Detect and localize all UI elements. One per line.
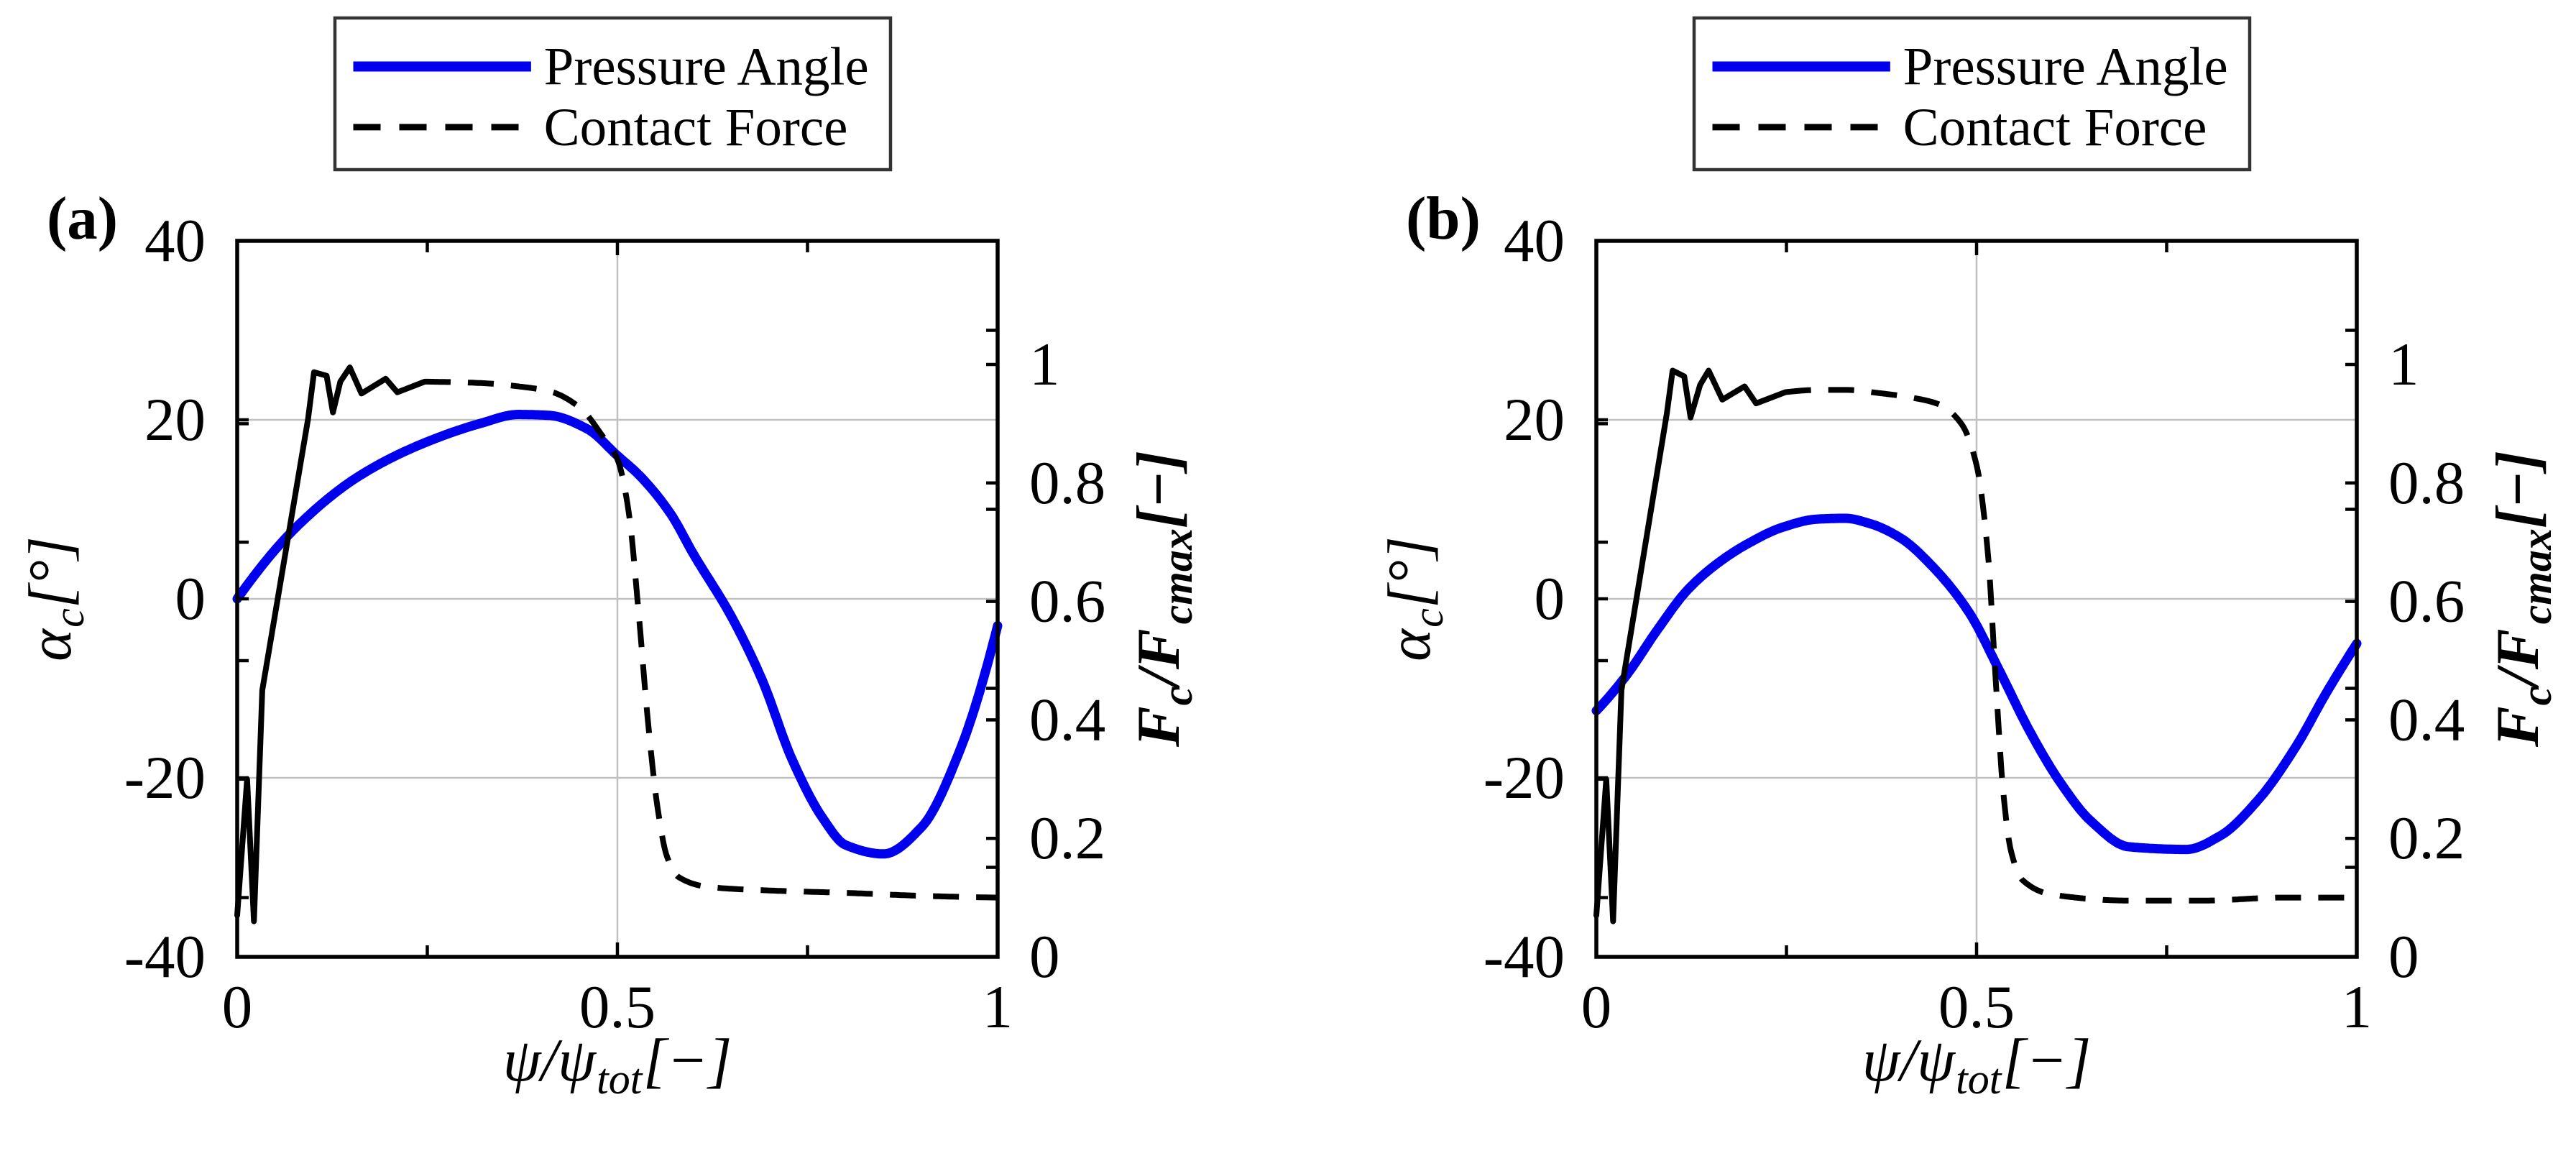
svg-text:(b): (b)	[1406, 185, 1481, 252]
svg-text:/F: /F	[2484, 628, 2552, 690]
svg-text:0.8: 0.8	[2388, 449, 2465, 517]
svg-text:[°]: [°]	[1376, 536, 1443, 608]
svg-text:cmax: cmax	[2513, 528, 2560, 624]
svg-text:c: c	[2513, 687, 2560, 706]
svg-text:1: 1	[983, 973, 1013, 1041]
svg-text:[−]: [−]	[2484, 451, 2552, 528]
svg-text:1: 1	[2388, 331, 2419, 398]
svg-text:[−]: [−]	[1125, 451, 1192, 528]
svg-text:20: 20	[144, 386, 206, 454]
svg-text:ψ/ψ: ψ/ψ	[503, 1027, 597, 1094]
svg-text:/F: /F	[1125, 628, 1192, 690]
svg-text:0: 0	[175, 565, 206, 633]
svg-text:[−]: [−]	[643, 1027, 732, 1094]
svg-text:-40: -40	[1484, 923, 1565, 991]
svg-text:40: 40	[1504, 207, 1565, 275]
svg-text:-40: -40	[124, 923, 206, 991]
svg-text:0.8: 0.8	[1029, 449, 1105, 517]
svg-text:0.4: 0.4	[2388, 686, 2465, 753]
svg-text:0.6: 0.6	[1029, 568, 1105, 635]
svg-text:cmax: cmax	[1154, 528, 1201, 624]
svg-text:α: α	[17, 628, 84, 661]
svg-text:Pressure Angle: Pressure Angle	[544, 37, 869, 97]
svg-text:-20: -20	[124, 744, 206, 812]
svg-text:0.2: 0.2	[1029, 804, 1105, 872]
svg-text:[°]: [°]	[17, 536, 84, 608]
svg-text:c: c	[1154, 687, 1201, 706]
svg-text:0: 0	[2388, 923, 2419, 991]
svg-text:0.6: 0.6	[2388, 568, 2465, 635]
svg-text:c: c	[1404, 608, 1452, 628]
svg-text:c: c	[45, 608, 93, 628]
svg-text:[−]: [−]	[2002, 1027, 2092, 1094]
svg-text:0: 0	[1535, 565, 1565, 633]
svg-text:-20: -20	[1484, 744, 1565, 812]
svg-text:1: 1	[2342, 973, 2373, 1041]
svg-text:ψ/ψ: ψ/ψ	[1862, 1027, 1956, 1094]
svg-text:20: 20	[1504, 386, 1565, 454]
svg-text:Contact Force: Contact Force	[1903, 98, 2207, 157]
svg-text:(a): (a)	[47, 185, 118, 252]
svg-text:Contact Force: Contact Force	[544, 98, 848, 157]
svg-text:F: F	[2484, 706, 2552, 748]
svg-text:1: 1	[1029, 331, 1060, 398]
svg-text:40: 40	[144, 207, 206, 275]
svg-text:α: α	[1376, 628, 1443, 661]
svg-text:tot: tot	[1956, 1055, 2002, 1103]
svg-text:0.2: 0.2	[2388, 804, 2465, 872]
svg-text:F: F	[1125, 706, 1192, 748]
svg-text:0: 0	[1581, 973, 1612, 1041]
svg-text:0: 0	[222, 973, 253, 1041]
svg-text:0.4: 0.4	[1029, 686, 1105, 753]
svg-text:Pressure Angle: Pressure Angle	[1903, 37, 2228, 97]
svg-text:0: 0	[1029, 923, 1060, 991]
svg-text:tot: tot	[597, 1055, 643, 1103]
